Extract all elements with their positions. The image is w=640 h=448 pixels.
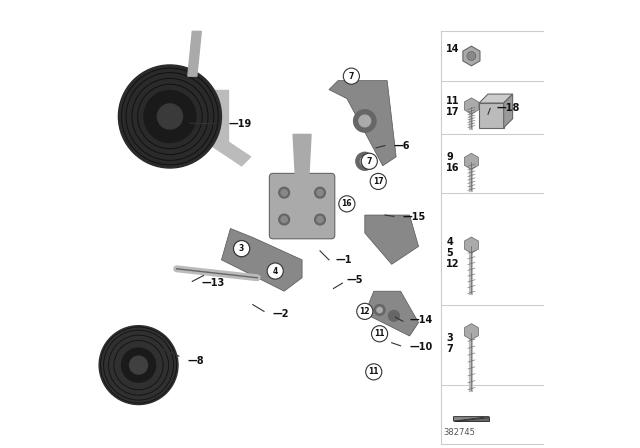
Circle shape [234, 241, 250, 257]
Polygon shape [454, 417, 490, 421]
Circle shape [377, 307, 382, 313]
Circle shape [388, 310, 399, 321]
FancyBboxPatch shape [269, 173, 335, 239]
Circle shape [374, 305, 385, 315]
Circle shape [279, 187, 289, 198]
Text: —18: —18 [497, 103, 520, 113]
Circle shape [237, 244, 246, 253]
Circle shape [317, 216, 323, 223]
Text: —6: —6 [394, 141, 410, 151]
Circle shape [315, 214, 325, 225]
Text: 7: 7 [349, 72, 354, 81]
Circle shape [157, 104, 182, 129]
Circle shape [267, 263, 284, 279]
Bar [188, 90, 228, 143]
Polygon shape [188, 31, 202, 76]
Text: 16: 16 [446, 163, 460, 173]
Text: —1: —1 [336, 255, 352, 265]
Circle shape [370, 173, 387, 190]
Text: 14: 14 [446, 44, 460, 54]
Text: 11: 11 [446, 96, 460, 106]
Circle shape [234, 241, 250, 257]
Text: 4: 4 [273, 267, 278, 276]
Polygon shape [329, 81, 396, 166]
Polygon shape [221, 228, 302, 291]
Circle shape [279, 214, 289, 225]
Circle shape [129, 356, 148, 374]
Circle shape [356, 303, 373, 319]
Text: —10: —10 [410, 342, 433, 352]
Ellipse shape [163, 78, 217, 141]
Text: 3: 3 [446, 333, 453, 343]
Text: —14: —14 [410, 315, 433, 325]
Circle shape [118, 65, 221, 168]
Polygon shape [479, 94, 513, 103]
Circle shape [359, 115, 371, 127]
Text: 11: 11 [369, 367, 379, 376]
Circle shape [271, 267, 279, 275]
Text: 17: 17 [446, 107, 460, 117]
Text: 7: 7 [446, 345, 453, 354]
Circle shape [365, 364, 382, 380]
Text: 16: 16 [342, 199, 352, 208]
Text: —5: —5 [347, 275, 364, 285]
Circle shape [339, 196, 355, 212]
Circle shape [356, 152, 374, 170]
Text: 12: 12 [360, 307, 370, 316]
Circle shape [122, 348, 156, 382]
Circle shape [269, 265, 282, 277]
Polygon shape [365, 291, 419, 336]
Circle shape [371, 326, 388, 342]
Circle shape [281, 216, 287, 223]
Text: —15: —15 [403, 212, 426, 222]
Text: —19: —19 [228, 119, 252, 129]
Circle shape [467, 52, 476, 60]
Polygon shape [365, 215, 419, 264]
Text: —8: —8 [188, 356, 204, 366]
Bar [479, 103, 504, 128]
Polygon shape [504, 94, 513, 128]
Circle shape [360, 157, 369, 166]
Circle shape [317, 190, 323, 196]
Text: —13: —13 [202, 278, 225, 288]
Circle shape [144, 90, 196, 142]
Polygon shape [293, 134, 311, 177]
Circle shape [354, 110, 376, 132]
Text: 9: 9 [446, 152, 453, 162]
Polygon shape [454, 417, 490, 421]
Text: 12: 12 [446, 259, 460, 269]
Polygon shape [202, 130, 251, 166]
Text: 4: 4 [446, 237, 453, 247]
Circle shape [343, 68, 360, 84]
Circle shape [361, 153, 378, 169]
Text: 17: 17 [373, 177, 383, 186]
Text: 11: 11 [374, 329, 385, 338]
Circle shape [99, 326, 178, 405]
Text: —2: —2 [273, 309, 289, 319]
Circle shape [315, 187, 325, 198]
Text: 3: 3 [239, 244, 244, 253]
Text: 5: 5 [446, 248, 453, 258]
Circle shape [281, 190, 287, 196]
Text: 382745: 382745 [443, 428, 475, 437]
Text: 7: 7 [367, 157, 372, 166]
